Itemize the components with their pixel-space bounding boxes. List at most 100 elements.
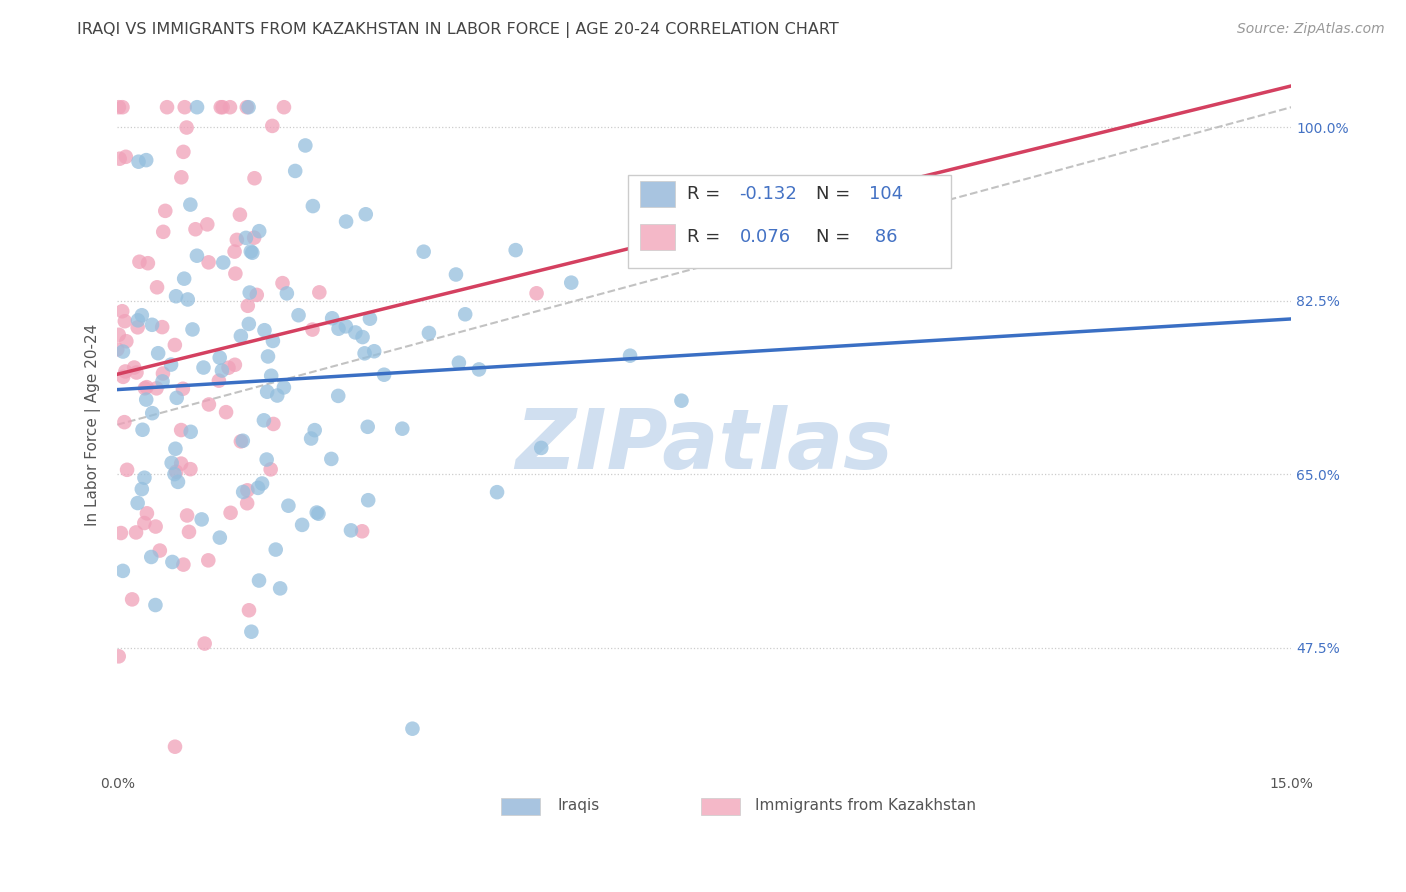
FancyBboxPatch shape: [640, 224, 675, 251]
Point: [107, 649, 129, 664]
Point: [184, 222, 207, 236]
Point: [163, 338, 186, 352]
Point: [373, 368, 395, 382]
Point: [112, 415, 135, 429]
Point: [560, 276, 582, 290]
Point: [152, 225, 174, 239]
Point: [273, 380, 295, 394]
Point: [198, 397, 221, 411]
Point: [344, 326, 367, 340]
Point: [149, 543, 172, 558]
Point: [179, 462, 201, 476]
Point: [236, 496, 259, 510]
Point: [619, 349, 641, 363]
Point: [238, 317, 260, 331]
Point: [229, 208, 252, 222]
Point: [111, 564, 134, 578]
Point: [321, 311, 343, 326]
Point: [173, 100, 195, 114]
Point: [112, 369, 135, 384]
Point: [177, 524, 200, 539]
Point: [224, 267, 246, 281]
Point: [146, 280, 169, 294]
Point: [177, 293, 200, 307]
Point: [155, 203, 177, 218]
Point: [172, 145, 194, 159]
Point: [256, 384, 278, 399]
Point: [284, 164, 307, 178]
Point: [229, 329, 252, 343]
Point: [165, 442, 187, 456]
Point: [134, 381, 156, 395]
Point: [246, 288, 269, 302]
Point: [505, 243, 527, 257]
Point: [179, 197, 201, 211]
Point: [122, 360, 145, 375]
Point: [247, 574, 270, 588]
Point: [146, 346, 169, 360]
Point: [181, 322, 204, 336]
Point: [141, 549, 163, 564]
Point: [211, 100, 233, 114]
Point: [219, 100, 242, 114]
Point: [444, 268, 467, 282]
Point: [266, 388, 288, 402]
Point: [240, 245, 263, 260]
Point: [224, 358, 246, 372]
Point: [215, 405, 238, 419]
Point: [401, 722, 423, 736]
Point: [232, 434, 254, 448]
Point: [264, 542, 287, 557]
Point: [172, 558, 194, 572]
Point: [131, 308, 153, 322]
Point: [363, 344, 385, 359]
Text: ZIPatlas: ZIPatlas: [516, 405, 893, 486]
Point: [225, 233, 247, 247]
Point: [302, 199, 325, 213]
Point: [208, 374, 231, 388]
Point: [145, 519, 167, 533]
Text: -0.132: -0.132: [740, 186, 797, 203]
Point: [128, 154, 150, 169]
Point: [163, 467, 186, 482]
Point: [391, 422, 413, 436]
Point: [219, 506, 242, 520]
Point: [172, 382, 194, 396]
Point: [108, 100, 131, 114]
Point: [240, 624, 263, 639]
Point: [165, 289, 187, 303]
Point: [135, 380, 157, 394]
Point: [301, 322, 323, 336]
Point: [243, 171, 266, 186]
Point: [136, 256, 159, 270]
Point: [412, 244, 434, 259]
Point: [328, 322, 350, 336]
Point: [418, 326, 440, 340]
Point: [197, 553, 219, 567]
Point: [218, 360, 240, 375]
Point: [186, 249, 208, 263]
Text: R =: R =: [686, 228, 725, 246]
Point: [167, 475, 190, 489]
Point: [170, 423, 193, 437]
Point: [162, 555, 184, 569]
Point: [239, 285, 262, 300]
Point: [277, 499, 299, 513]
Point: [238, 100, 260, 114]
Point: [135, 506, 157, 520]
Point: [308, 285, 330, 300]
Point: [486, 485, 509, 500]
Point: [262, 119, 284, 133]
Point: [150, 320, 173, 334]
FancyBboxPatch shape: [700, 797, 740, 815]
FancyBboxPatch shape: [501, 797, 540, 815]
Point: [260, 462, 283, 476]
Point: [170, 457, 193, 471]
Point: [107, 327, 129, 342]
Point: [134, 471, 156, 485]
Point: [335, 319, 357, 334]
Point: [114, 314, 136, 328]
Y-axis label: In Labor Force | Age 20-24: In Labor Force | Age 20-24: [86, 324, 101, 525]
Point: [235, 231, 257, 245]
Point: [111, 344, 134, 359]
